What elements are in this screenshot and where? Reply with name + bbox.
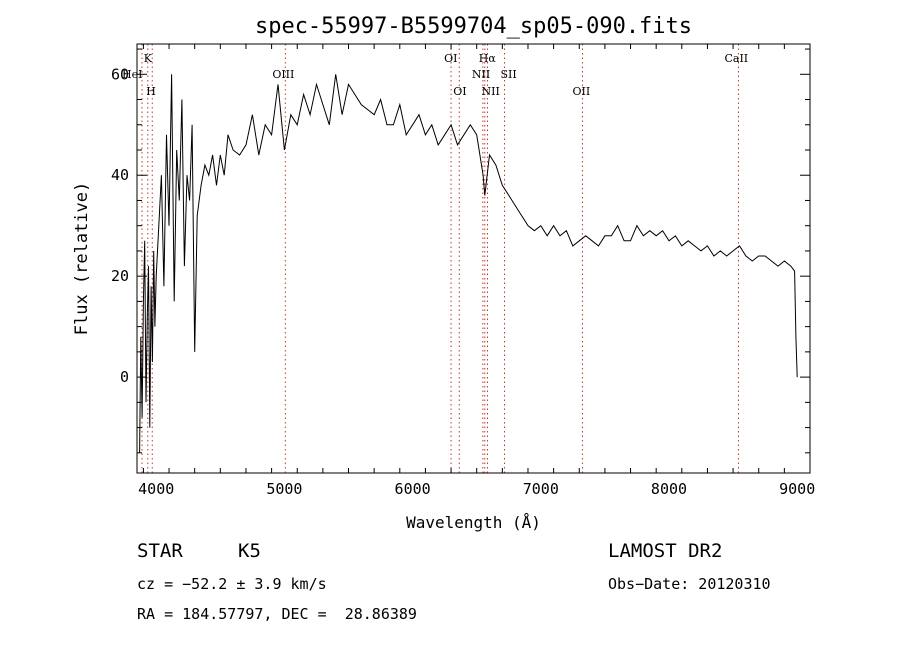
object-class: STAR (137, 540, 183, 562)
observation-date: Obs−Date: 20120310 (608, 575, 771, 593)
y-tick-label: 0 (120, 368, 129, 386)
sky-coordinates: RA = 184.57797, DEC = 28.86389 (137, 605, 417, 623)
x-axis-label: Wavelength (Å) (406, 513, 541, 532)
x-tick-label: 6000 (395, 480, 431, 498)
line-label-oi: OI (444, 52, 457, 65)
line-label-nii: NII (472, 68, 490, 81)
line-label-h: H (146, 85, 156, 98)
object-subclass: K5 (238, 540, 261, 562)
line-label-oii: OII (572, 85, 590, 98)
y-tick-label: 20 (111, 267, 129, 285)
x-tick-label: 5000 (266, 480, 302, 498)
survey-name: LAMOST DR2 (608, 540, 723, 562)
plot-frame (136, 43, 811, 474)
x-tick-label: 7000 (523, 480, 559, 498)
x-tick-label: 8000 (651, 480, 687, 498)
y-tick-label: 40 (111, 166, 129, 184)
x-tick-label: 9000 (779, 480, 815, 498)
x-tick-label: 4000 (138, 480, 174, 498)
y-axis-label: Flux (relative) (72, 182, 92, 336)
line-label-sii: SII (501, 68, 517, 81)
line-label-k: K (144, 52, 153, 65)
y-tick-label: 60 (111, 65, 129, 83)
line-label-caii: CaII (724, 52, 748, 65)
spectrum-series-line (139, 74, 798, 453)
chart-title: spec-55997-B5599704_sp05-090.fits (255, 14, 692, 39)
line-label-nii: NII (481, 85, 499, 98)
redshift-velocity: cz = −52.2 ± 3.9 km/s (137, 575, 327, 593)
line-label-oiii: OIII (272, 68, 294, 81)
line-label-oi: OI (453, 85, 466, 98)
line-label-hα: Hα (479, 52, 497, 65)
